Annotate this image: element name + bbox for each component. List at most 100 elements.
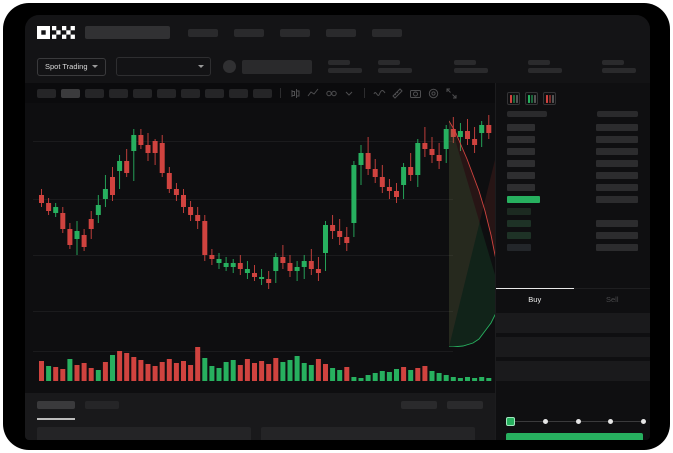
chevron-down-icon[interactable] (343, 87, 356, 100)
timeframe-chip-0[interactable] (37, 88, 56, 98)
order-book-row[interactable] (496, 145, 650, 157)
candle (443, 129, 449, 149)
timeframe-chip-7[interactable] (205, 88, 224, 98)
order-book-qty (507, 183, 535, 191)
orders-card-0[interactable] (37, 427, 251, 440)
order-book-row[interactable] (496, 241, 650, 253)
order-book-amount (596, 243, 638, 251)
volume-bar (386, 372, 392, 381)
volume-bar (465, 377, 470, 381)
nav-link-2[interactable] (234, 28, 264, 37)
orders-action-1[interactable] (401, 401, 437, 409)
order-book-row[interactable] (496, 217, 650, 229)
trade-field-2[interactable] (496, 361, 650, 381)
timeframe-chip-6[interactable] (181, 88, 200, 98)
trade-field-0[interactable] (496, 313, 650, 333)
trading-pair-select[interactable] (115, 57, 211, 76)
timeframe-chip-4[interactable] (133, 88, 152, 98)
trade-field-1[interactable] (496, 337, 650, 357)
volume-bar (138, 360, 144, 381)
timeframe-chip-3[interactable] (109, 88, 128, 98)
trade-tab-sell[interactable]: Sell (605, 295, 619, 304)
order-book-row[interactable] (496, 157, 650, 169)
timeframe-chip-1[interactable] (61, 88, 80, 98)
gridline-0 (33, 141, 453, 142)
nav-link-5[interactable] (372, 28, 402, 37)
order-book-amount (596, 231, 638, 239)
nav-link-3[interactable] (280, 28, 310, 37)
stepper-dot-2[interactable] (575, 418, 581, 424)
nav-link-1[interactable] (188, 28, 218, 37)
candle (415, 143, 421, 175)
volume-bar (230, 360, 236, 381)
volume-bar (166, 359, 172, 381)
volume-bar (124, 353, 130, 381)
volume-bar (273, 358, 279, 381)
global-search-input[interactable] (85, 26, 170, 39)
nav-links-group (188, 28, 402, 37)
fullscreen-icon[interactable] (445, 87, 458, 100)
candle (301, 261, 307, 267)
volume-bar (450, 377, 456, 381)
candle (202, 221, 208, 255)
stepper-dot-1[interactable] (542, 418, 548, 424)
candle (152, 141, 158, 153)
order-book-row[interactable] (496, 133, 650, 145)
volume-bar (394, 369, 399, 381)
candle (422, 143, 428, 149)
candle (166, 173, 172, 189)
volume-bar (102, 362, 108, 381)
camera-icon[interactable] (409, 87, 422, 100)
stepper-dot-0[interactable] (506, 416, 515, 426)
okx-logo-icon[interactable] (37, 26, 75, 39)
order-book-row[interactable] (496, 181, 650, 193)
market-stats-right (454, 60, 636, 73)
bids-only-icon[interactable] (525, 92, 538, 105)
stepper-dot-4[interactable] (641, 418, 646, 424)
submit-order-button[interactable] (506, 433, 643, 440)
amount-percent-stepper[interactable] (506, 415, 646, 427)
nav-link-4[interactable] (326, 28, 356, 37)
candle (372, 169, 378, 177)
ruler-icon[interactable] (391, 87, 404, 100)
timeframe-chip-2[interactable] (85, 88, 104, 98)
order-book-qty (507, 147, 535, 155)
line-chart-icon[interactable] (307, 87, 320, 100)
volume-bar (323, 364, 328, 381)
timeframe-chip-9[interactable] (253, 88, 272, 98)
orders-action-2[interactable] (447, 401, 483, 409)
chart-toolbar (25, 83, 495, 103)
both-icon[interactable] (507, 92, 520, 105)
wave-icon[interactable] (373, 87, 386, 100)
indicator-icon[interactable] (325, 87, 338, 100)
market-stats-left (327, 60, 412, 73)
stepper-dot-3[interactable] (608, 418, 614, 424)
toolbar-divider (280, 88, 281, 98)
price-chart[interactable] (25, 103, 495, 393)
trade-tab-buy[interactable]: Buy (496, 288, 574, 309)
orders-tab-1[interactable] (85, 401, 119, 409)
volume-bar (401, 367, 407, 381)
order-book-row[interactable] (496, 121, 650, 133)
order-book-amount (596, 135, 638, 143)
volume-bar (74, 365, 80, 381)
volume-bar (315, 359, 321, 381)
timeframe-chip-8[interactable] (229, 88, 248, 98)
candlestick-icon[interactable] (289, 87, 302, 100)
orders-card-1[interactable] (261, 427, 475, 440)
stat-item (602, 60, 636, 73)
candle (223, 263, 229, 267)
order-book-qty (507, 231, 531, 239)
settings-icon[interactable] (427, 87, 440, 100)
candle (252, 273, 257, 277)
order-book-spread-row[interactable] (496, 193, 650, 205)
order-book-row[interactable] (496, 229, 650, 241)
market-type-select[interactable]: Spot Trading (37, 57, 106, 76)
asks-only-icon[interactable] (543, 92, 556, 105)
volume-bar (237, 365, 243, 381)
timeframe-chip-5[interactable] (157, 88, 176, 98)
orders-tab-0[interactable] (37, 401, 75, 409)
order-book-row[interactable] (496, 205, 650, 217)
order-book-amount (596, 219, 638, 227)
order-book-row[interactable] (496, 169, 650, 181)
